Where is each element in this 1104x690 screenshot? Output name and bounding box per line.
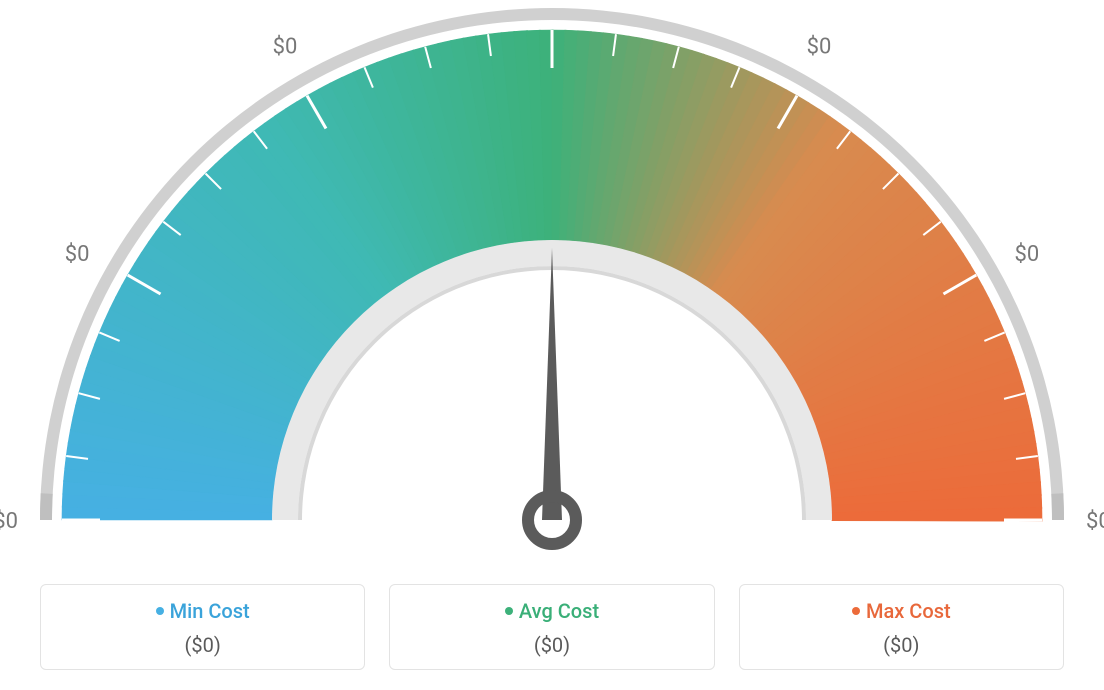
legend-card-max: Max Cost ($0) xyxy=(739,584,1064,670)
gauge-tick-label: $0 xyxy=(65,242,90,267)
gauge-tick-label: $0 xyxy=(1086,509,1104,534)
legend-card-avg: Avg Cost ($0) xyxy=(389,584,714,670)
cost-gauge-chart: $0$0$0$0$0$0$0 Min Cost ($0) Avg Cost ($… xyxy=(0,0,1104,690)
legend-card-min: Min Cost ($0) xyxy=(40,584,365,670)
legend-title-max: Max Cost xyxy=(750,599,1053,623)
gauge-tick-label: $0 xyxy=(273,35,298,60)
legend-title-min: Min Cost xyxy=(51,599,354,623)
legend-dot-avg xyxy=(505,607,513,615)
gauge-needle xyxy=(542,248,562,520)
legend-label-min: Min Cost xyxy=(170,599,250,623)
legend-dot-min xyxy=(156,607,164,615)
gauge-svg: $0$0$0$0$0$0$0 xyxy=(0,0,1104,560)
legend-value-min: ($0) xyxy=(51,633,354,657)
gauge-tick-label: $0 xyxy=(807,35,832,60)
legend-row: Min Cost ($0) Avg Cost ($0) Max Cost ($0… xyxy=(40,584,1064,670)
legend-value-max: ($0) xyxy=(750,633,1053,657)
gauge-tick-label: $0 xyxy=(0,509,18,534)
gauge-area: $0$0$0$0$0$0$0 xyxy=(0,0,1104,550)
legend-dot-max xyxy=(852,607,860,615)
gauge-tick-label: $0 xyxy=(1014,242,1039,267)
legend-label-max: Max Cost xyxy=(866,599,951,623)
legend-label-avg: Avg Cost xyxy=(519,599,599,623)
legend-title-avg: Avg Cost xyxy=(400,599,703,623)
legend-value-avg: ($0) xyxy=(400,633,703,657)
